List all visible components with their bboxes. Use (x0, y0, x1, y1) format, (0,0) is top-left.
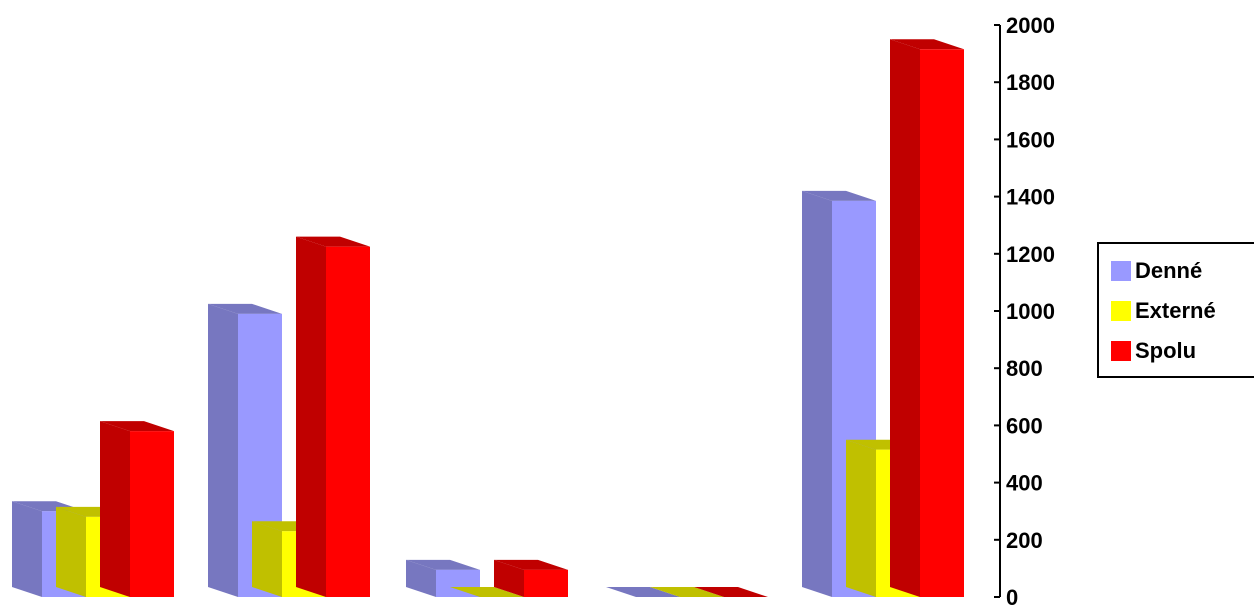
bar-top-face (494, 559, 568, 570)
bar-front-face (326, 246, 370, 597)
bars-group (12, 39, 964, 598)
legend-swatch-spolu (1111, 341, 1131, 361)
y-tick-label: 600 (1006, 413, 1043, 438)
bar-top-face (406, 559, 480, 570)
y-axis: 0 200 400 600 800 1000 1200 1400 1600 1800 2000 (994, 13, 1055, 607)
bar-top-face (650, 587, 724, 597)
bar-side-face (890, 39, 920, 598)
bar-side-face (406, 559, 436, 597)
y-tick-label: 800 (1006, 356, 1043, 381)
legend-swatch-denne (1111, 261, 1131, 281)
bar-side-face (208, 303, 238, 597)
bar-3-5 (890, 39, 964, 598)
bar-side-face (252, 521, 282, 597)
bar-3-1 (100, 421, 174, 597)
y-tick-label: 1800 (1006, 70, 1055, 95)
bar-3-2 (296, 236, 370, 597)
bar-top-face (100, 421, 174, 432)
bar-side-face (494, 559, 524, 597)
legend: Denné Externé Spolu (1097, 242, 1254, 378)
bar-top-face (450, 587, 524, 597)
bar-side-face (802, 190, 832, 597)
bar-front-face (920, 49, 964, 598)
legend-label-externe: Externé (1135, 298, 1216, 323)
bar-1-3 (406, 559, 480, 597)
bar-3-3 (494, 559, 568, 597)
y-tick-label: 400 (1006, 471, 1043, 496)
y-tick-label: 200 (1006, 528, 1043, 553)
bar-top-face (606, 587, 680, 597)
bar-2-4 (650, 587, 724, 597)
bar-side-face (56, 506, 86, 597)
y-tick-label: 0 (1006, 585, 1018, 607)
legend-label-spolu: Spolu (1135, 338, 1197, 363)
legend-label-denne: Denné (1135, 258, 1203, 283)
y-tick-label: 1400 (1006, 185, 1055, 210)
legend-item-externe: Externé (1111, 298, 1216, 324)
bar-top-face (208, 303, 282, 314)
bar-side-face (100, 421, 130, 597)
y-tick-label: 1600 (1006, 127, 1055, 152)
bar-side-face (846, 439, 876, 597)
bar-top-face (694, 587, 768, 597)
bar-1-4 (606, 587, 680, 597)
legend-item-denne: Denné (1111, 258, 1202, 284)
bar-side-face (12, 501, 42, 597)
bar-top-face (802, 190, 876, 201)
bar-front-face (524, 569, 568, 597)
y-tick-label: 1000 (1006, 299, 1055, 324)
bar-front-face (130, 431, 174, 597)
bar-top-face (890, 39, 964, 50)
bar-2-3 (450, 587, 524, 597)
y-tick-label: 2000 (1006, 13, 1055, 38)
y-tick-label: 1200 (1006, 242, 1055, 267)
bar-side-face (296, 236, 326, 597)
legend-item-spolu: Spolu (1111, 338, 1196, 364)
bar-top-face (296, 236, 370, 247)
legend-swatch-externe (1111, 301, 1131, 321)
bar-3-4 (694, 587, 768, 597)
